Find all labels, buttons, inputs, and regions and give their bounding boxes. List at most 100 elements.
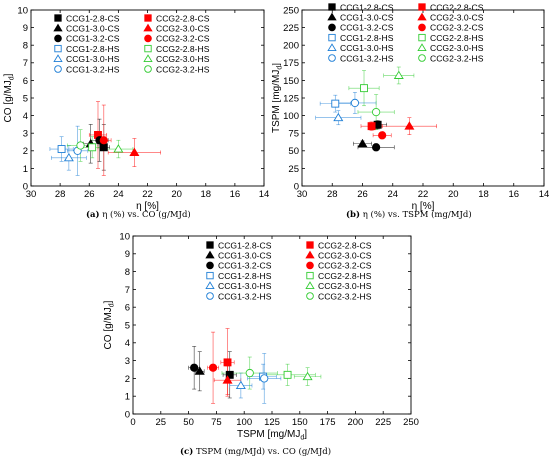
legend-marker-b-ccg1-2-8-cs [328,3,336,11]
x-tick-label-b-20: 20 [448,189,459,200]
chart-panel-c: 0 25 50 75 100 125 150 175 200 225 250 0 1 2 3 4 5 6 7 8 9 10… [103,231,419,442]
legend-marker-a-ccg2-3-0-cs [143,23,153,32]
legend-label-c-ccg2-2-8-cs: CCG2-2.8-CS [318,240,372,250]
x-tick-label-a-30: 30 [26,189,37,200]
legend-label-c-ccg1-3-2-cs: CCG1-3.2-CS [218,261,272,271]
point-b-ccg1-3-0-hs [333,112,344,122]
point-c-ccg2-3-0-cs [222,375,233,384]
legend-marker-a-ccg1-3-0-cs [53,23,63,32]
legend-label-a-ccg1-3-2-hs: CCG1-3.2-HS [66,64,120,74]
legend-label-a-ccg2-2-8-hs: CCG2-2.8-HS [156,44,210,54]
caption-b: (b) η (%) vs. TSPM (mg/MJd) [346,210,472,220]
point-b-ccg1-3-2-cs [371,143,381,152]
x-tick-label-a-28: 28 [55,189,66,200]
x-tick-label-b-14: 14 [539,189,550,200]
point-c-ccg1-3-2-hs [260,374,269,383]
legend-label-c-ccg1-3-0-cs: CCG1-3.0-CS [218,251,272,261]
legend-marker-a-ccg2-3-2-cs [144,34,152,43]
y-tick-label-a-10: 10 [17,5,28,16]
legend-marker-c-ccg2-3-0-cs [305,250,315,259]
legend-label-b-ccg1-3-2-cs: CCG1-3.2-CS [340,23,394,33]
point-c-ccg1-3-0-hs [235,380,246,389]
point-b-ccg2-3-2-hs [371,107,381,117]
data-points-c [188,328,322,404]
y-axis-label-a: CO [g/MJd] [3,73,16,122]
legend-label-c-ccg2-3-2-cs: CCG2-3.2-CS [318,261,372,271]
legend-label-c-ccg2-3-2-hs: CCG2-3.2-HS [318,291,372,301]
point-b-ccg2-3-0-hs [393,70,404,79]
legend-marker-c-ccg1-3-2-hs [206,292,214,300]
y-tick-label-c-7: 7 [125,285,130,296]
caption-c: (c) TSPM (mg/MJd) vs. CO (g/MJd) [180,447,331,457]
x-tick-label-b-26: 26 [357,189,368,200]
x-tick-label-b-30: 30 [297,189,308,200]
legend-label-b-ccg2-3-2-cs: CCG2-3.2-CS [430,23,484,33]
y-tick-label-b-200: 200 [283,41,299,52]
x-axis-label-b: η [%] [412,201,435,212]
point-c-ccg1-3-2-cs [190,363,199,372]
legend-marker-c-ccg1-2-8-cs [206,241,214,249]
legend-label-b-ccg1-2-8-cs: CCG1-2.8-CS [340,2,394,12]
legend-marker-b-ccg2-3-2-hs [418,54,426,62]
caption-letter-c: (c) [180,447,194,457]
legend-label-b-ccg2-3-0-hs: CCG2-3.0-HS [430,43,484,53]
legend-marker-c-ccg1-3-2-cs [206,261,214,270]
x-tick-label-b-22: 22 [418,189,429,200]
y-tick-label-c-0: 0 [125,409,130,420]
legend-label-b-ccg1-3-0-cs: CCG1-3.0-CS [340,13,394,23]
legend-marker-c-ccg2-3-0-hs [305,281,315,290]
legend-marker-c-ccg2-3-2-cs [306,261,314,270]
point-a-ccg2-2-8-hs [88,143,97,152]
y-tick-label-b-175: 175 [283,58,299,69]
x-tick-label-c-225: 225 [375,417,391,428]
x-tick-label-c-250: 250 [403,417,419,428]
legend-label-b-ccg1-2-8-hs: CCG1-2.8-HS [340,33,394,43]
point-b-ccg1-3-0-cs [357,138,368,148]
y-tick-label-b-50: 50 [288,146,299,157]
legend-label-b-ccg2-2-8-cs: CCG2-2.8-CS [430,2,484,12]
caption-text-a: η (%) vs. CO (g/MJd) [102,210,191,220]
y-tick-label-a-1: 1 [23,164,28,175]
y-tick-label-a-3: 3 [23,129,28,140]
legend-marker-b-ccg1-3-0-cs [327,12,337,21]
legend-label-c-ccg1-2-8-cs: CCG1-2.8-CS [218,240,272,250]
legend-marker-a-ccg1-2-8-cs [54,14,62,22]
legend-marker-a-ccg1-3-2-cs [54,34,62,43]
point-c-ccg2-2-8-hs [283,370,292,379]
legend-label-b-ccg2-3-0-cs: CCG2-3.0-CS [430,13,484,23]
legend-marker-c-ccg2-2-8-cs [306,241,314,249]
x-tick-label-b-18: 18 [478,189,489,200]
legend-label-a-ccg1-2-8-cs: CCG1-2.8-CS [66,13,120,23]
legend-b: CCG1-2.8-CSCCG1-3.0-CSCCG1-3.2-CSCCG1-2.… [327,2,484,63]
x-axis-label-a: η [%] [136,201,159,212]
x-tick-label-b-24: 24 [387,189,398,200]
legend-marker-a-ccg1-3-0-hs [53,54,63,63]
y-tick-label-c-2: 2 [125,374,130,385]
legend-marker-a-ccg2-3-2-hs [144,65,152,73]
legend-marker-c-ccg1-3-0-hs [205,281,215,290]
point-b-ccg2-2-8-cs [367,122,376,131]
y-tick-label-c-8: 8 [125,267,130,278]
x-tick-label-c-25: 25 [156,417,167,428]
legend-marker-a-ccg1-3-2-hs [54,65,62,73]
y-tick-label-b-250: 250 [283,5,299,16]
point-b-ccg2-2-8-hs [360,84,368,93]
data-points-a [49,101,161,176]
y-tick-label-a-6: 6 [23,76,28,87]
caption-letter-b: (b) [346,210,360,220]
point-c-ccg1-3-0-cs [194,366,205,375]
point-a-ccg1-3-0-hs [63,152,74,162]
legend-marker-a-ccg1-2-8-hs [54,44,62,53]
legend-marker-b-ccg2-2-8-cs [418,3,426,11]
y-tick-label-b-75: 75 [288,129,299,140]
legend-label-b-ccg2-2-8-hs: CCG2-2.8-HS [430,33,484,43]
y-tick-label-b-150: 150 [283,76,299,87]
x-axis-label-c: TSPM [mg/MJd] [237,429,307,442]
legend-label-b-ccg1-3-0-hs: CCG1-3.0-HS [340,43,394,53]
point-b-ccg1-3-2-hs [350,98,360,108]
point-a-ccg2-3-0-hs [113,144,124,153]
legend-label-a-ccg1-3-0-hs: CCG1-3.0-HS [66,54,120,64]
y-tick-label-b-225: 225 [283,23,299,34]
legend-label-a-ccg1-3-0-cs: CCG1-3.0-CS [66,24,120,34]
y-tick-label-c-9: 9 [125,249,130,260]
